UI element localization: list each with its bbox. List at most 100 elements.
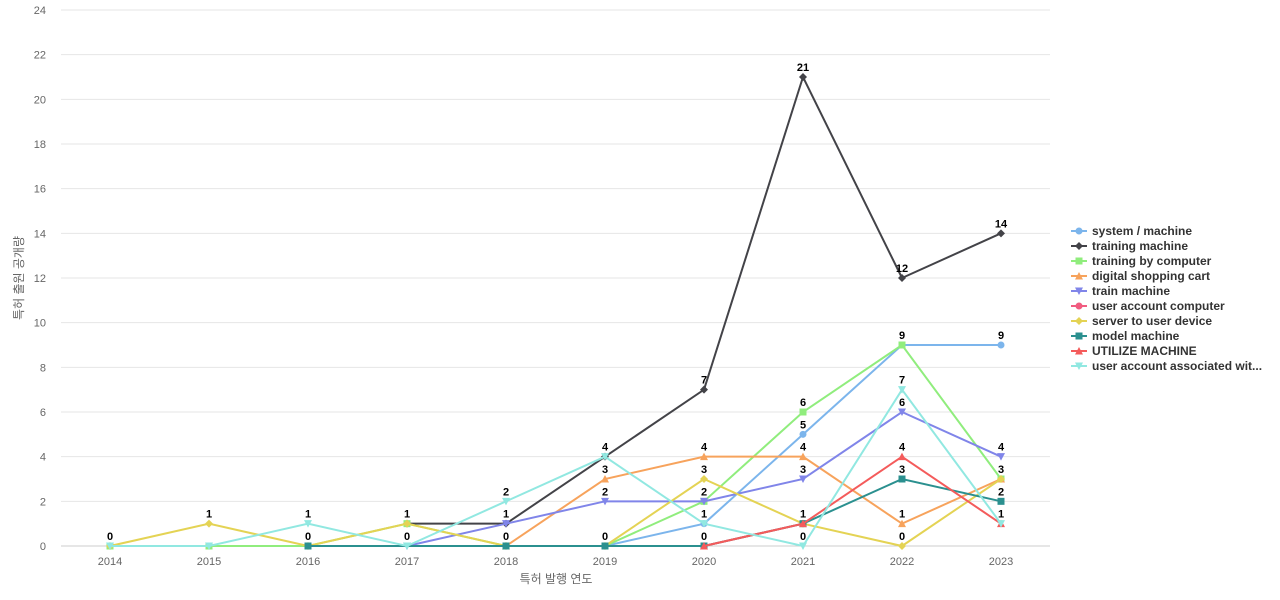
y-tick-label: 2 bbox=[40, 496, 46, 508]
data-label: 1 bbox=[206, 509, 212, 521]
legend-label: training by computer bbox=[1092, 254, 1212, 268]
legend-item[interactable]: UTILIZE MACHINE bbox=[1071, 344, 1197, 358]
legend-item[interactable]: training by computer bbox=[1071, 254, 1212, 268]
data-point bbox=[898, 452, 906, 461]
y-tick-label: 22 bbox=[34, 50, 46, 62]
legend-marker bbox=[1075, 287, 1083, 295]
data-label: 1 bbox=[404, 509, 410, 521]
legend-item[interactable]: training machine bbox=[1071, 239, 1188, 253]
data-point bbox=[601, 497, 609, 506]
data-point bbox=[898, 386, 906, 394]
data-label: 2 bbox=[701, 486, 707, 498]
data-label: 1 bbox=[503, 509, 509, 521]
data-point bbox=[700, 385, 708, 394]
legend-marker bbox=[1075, 317, 1083, 325]
data-label: 4 bbox=[899, 442, 906, 454]
y-tick-label: 0 bbox=[40, 541, 46, 553]
legend-marker bbox=[1075, 347, 1083, 355]
x-axis-title: 특허 발행 연도 bbox=[520, 571, 593, 586]
y-tick-label: 12 bbox=[34, 273, 46, 285]
legend-label: training machine bbox=[1092, 239, 1188, 253]
legend-label: user account computer bbox=[1092, 299, 1225, 313]
x-tick-label: 2018 bbox=[494, 556, 518, 568]
x-tick-label: 2020 bbox=[692, 556, 716, 568]
data-point bbox=[997, 341, 1005, 349]
legend-label: train machine bbox=[1092, 284, 1170, 298]
data-label: 1 bbox=[899, 509, 905, 521]
y-axis-title: 특허 출원 공개량 bbox=[12, 236, 26, 320]
data-label: 0 bbox=[602, 531, 608, 543]
legend-item[interactable]: train machine bbox=[1071, 284, 1170, 298]
legend-label: system / machine bbox=[1092, 224, 1192, 238]
data-point bbox=[403, 519, 411, 528]
data-point bbox=[700, 520, 708, 528]
data-point bbox=[799, 73, 807, 81]
data-label: 3 bbox=[800, 464, 806, 476]
x-tick-label: 2021 bbox=[791, 556, 815, 568]
data-point bbox=[403, 542, 411, 550]
data-label: 0 bbox=[305, 531, 311, 543]
legend-label: server to user device bbox=[1092, 314, 1212, 328]
data-point bbox=[898, 408, 906, 416]
data-point bbox=[502, 520, 510, 528]
data-label: 7 bbox=[701, 375, 707, 387]
series-line bbox=[110, 387, 1002, 548]
data-label: 1 bbox=[701, 509, 707, 521]
y-tick-label: 10 bbox=[34, 318, 46, 330]
y-tick-label: 14 bbox=[34, 228, 46, 240]
data-point bbox=[997, 475, 1005, 483]
y-tick-label: 8 bbox=[40, 362, 46, 374]
data-label: 0 bbox=[899, 531, 905, 543]
data-label: 21 bbox=[797, 62, 809, 74]
x-tick-label: 2016 bbox=[296, 556, 320, 568]
y-tick-label: 16 bbox=[34, 184, 46, 196]
legend-marker bbox=[1075, 362, 1083, 370]
y-tick-label: 20 bbox=[34, 94, 46, 106]
data-point bbox=[205, 542, 213, 550]
y-tick-label: 24 bbox=[34, 5, 46, 17]
data-label: 0 bbox=[800, 531, 806, 543]
data-point bbox=[799, 452, 807, 461]
data-point bbox=[799, 542, 807, 550]
data-label: 7 bbox=[899, 375, 905, 387]
legend-item[interactable]: user account computer bbox=[1071, 299, 1225, 313]
data-point bbox=[997, 453, 1005, 461]
x-tick-label: 2023 bbox=[989, 556, 1013, 568]
data-label: 6 bbox=[899, 397, 905, 409]
series-line bbox=[505, 455, 1002, 547]
legend-label: UTILIZE MACHINE bbox=[1092, 344, 1197, 358]
x-tick-label: 2014 bbox=[98, 556, 122, 568]
legend-marker bbox=[1075, 242, 1083, 250]
legend-item[interactable]: digital shopping cart bbox=[1071, 269, 1210, 283]
data-label: 5 bbox=[800, 419, 806, 431]
legend-item[interactable]: system / machine bbox=[1071, 224, 1192, 238]
data-label: 3 bbox=[899, 464, 905, 476]
data-point bbox=[700, 475, 708, 483]
legend-marker bbox=[1075, 257, 1083, 265]
data-point bbox=[799, 519, 807, 528]
data-point bbox=[898, 475, 906, 483]
series-2 bbox=[106, 341, 1005, 550]
data-label: 12 bbox=[896, 263, 908, 275]
data-point bbox=[502, 497, 510, 506]
data-point bbox=[106, 542, 114, 550]
data-label: 9 bbox=[899, 330, 905, 342]
series-lines bbox=[106, 73, 1005, 550]
legend-marker bbox=[1075, 302, 1083, 310]
legend-item[interactable]: server to user device bbox=[1071, 314, 1212, 328]
data-label: 4 bbox=[701, 442, 708, 454]
data-point bbox=[799, 408, 807, 416]
data-point bbox=[700, 452, 708, 461]
x-tick-label: 2022 bbox=[890, 556, 914, 568]
data-label: 3 bbox=[602, 464, 608, 476]
data-point bbox=[601, 542, 609, 550]
y-tick-label: 6 bbox=[40, 407, 46, 419]
data-label: 2 bbox=[503, 486, 509, 498]
legend-marker bbox=[1075, 332, 1083, 340]
legend-item[interactable]: model machine bbox=[1071, 329, 1180, 343]
legend-item[interactable]: user account associated wit... bbox=[1071, 359, 1262, 373]
legend-label: model machine bbox=[1092, 329, 1180, 343]
data-label: 4 bbox=[998, 442, 1005, 454]
